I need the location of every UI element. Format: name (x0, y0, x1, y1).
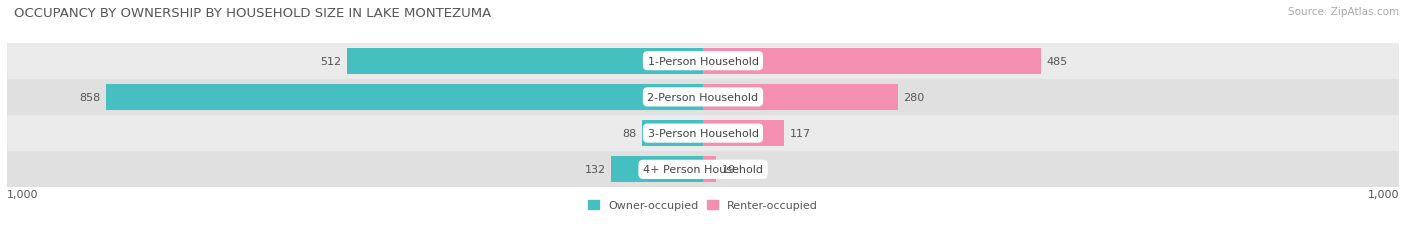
Text: 3-Person Household: 3-Person Household (648, 128, 758, 139)
Legend: Owner-occupied, Renter-occupied: Owner-occupied, Renter-occupied (588, 200, 818, 210)
Text: 132: 132 (585, 165, 606, 175)
Text: 1,000: 1,000 (7, 189, 38, 199)
Bar (7, 116, 1399, 152)
Text: 88: 88 (621, 128, 636, 139)
Bar (7, 152, 1399, 188)
Bar (347, 49, 703, 74)
Text: 280: 280 (904, 92, 925, 103)
Bar (641, 121, 703, 146)
Bar (7, 79, 1399, 116)
Bar (105, 85, 703, 110)
Text: 19: 19 (721, 165, 735, 175)
Text: 2-Person Household: 2-Person Household (647, 92, 759, 103)
Text: 4+ Person Household: 4+ Person Household (643, 165, 763, 175)
Bar (7, 43, 1399, 79)
Bar (703, 121, 785, 146)
Text: OCCUPANCY BY OWNERSHIP BY HOUSEHOLD SIZE IN LAKE MONTEZUMA: OCCUPANCY BY OWNERSHIP BY HOUSEHOLD SIZE… (14, 7, 491, 20)
Bar (703, 85, 898, 110)
Text: Source: ZipAtlas.com: Source: ZipAtlas.com (1288, 7, 1399, 17)
Text: 858: 858 (79, 92, 100, 103)
Text: 1,000: 1,000 (1368, 189, 1399, 199)
Text: 485: 485 (1046, 56, 1067, 66)
Text: 1-Person Household: 1-Person Household (648, 56, 758, 66)
Text: 512: 512 (321, 56, 342, 66)
Bar (703, 157, 716, 182)
Bar (612, 157, 703, 182)
Text: 117: 117 (790, 128, 811, 139)
Bar (703, 49, 1040, 74)
